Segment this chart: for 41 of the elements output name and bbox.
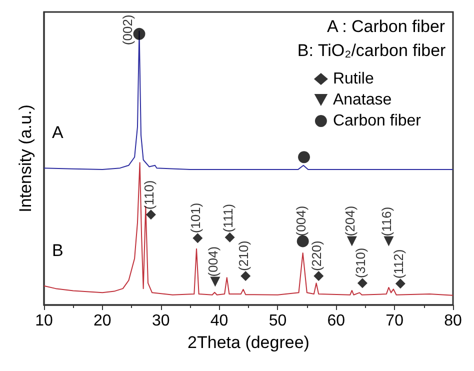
annotation: (116) <box>379 206 394 236</box>
point <box>224 232 235 242</box>
x-tick-label: 60 <box>327 312 346 330</box>
annotation: A : Carbon fiber <box>326 17 446 36</box>
legend-label: Rutile <box>332 70 374 88</box>
annotation: (004) <box>293 206 308 236</box>
x-tick-label: 70 <box>386 312 404 330</box>
annotation: (111) <box>220 204 236 232</box>
legend-label: Anatase <box>332 92 392 108</box>
annotation: (112) <box>390 249 406 279</box>
point <box>296 235 309 248</box>
point <box>240 270 251 281</box>
point <box>357 278 368 288</box>
x-axis-title: 2Theta (degree) <box>188 332 310 352</box>
annotation: (204) <box>342 206 358 236</box>
point <box>146 210 156 220</box>
point <box>395 278 406 289</box>
annotation: (310) <box>352 248 368 278</box>
point <box>384 236 394 246</box>
y-axis-title: Intensity (a.u.) <box>16 104 35 212</box>
annotation: (002) <box>120 14 136 46</box>
x-tick-label: 80 <box>444 312 462 330</box>
annotation: (110) <box>141 180 156 210</box>
series-label: B <box>52 240 64 260</box>
series-label: A <box>52 123 64 142</box>
point <box>298 151 310 164</box>
x-tick-label: 30 <box>152 312 170 330</box>
x-tick-label: 40 <box>210 312 228 330</box>
x-tick-label: 20 <box>94 312 112 330</box>
annotation: (220) <box>309 240 324 271</box>
point <box>210 276 220 287</box>
point <box>314 270 324 281</box>
point <box>192 233 203 244</box>
annotation: (101) <box>188 202 204 234</box>
annotation: B: TiO₂/carbon fiber <box>297 41 446 60</box>
point <box>346 236 357 246</box>
annotation: (004) <box>206 246 221 277</box>
x-tick-label: 50 <box>268 312 287 330</box>
annotation: (210) <box>236 240 252 271</box>
legend-label: Carbon fiber <box>332 112 422 130</box>
x-tick-label: 10 <box>35 312 53 330</box>
